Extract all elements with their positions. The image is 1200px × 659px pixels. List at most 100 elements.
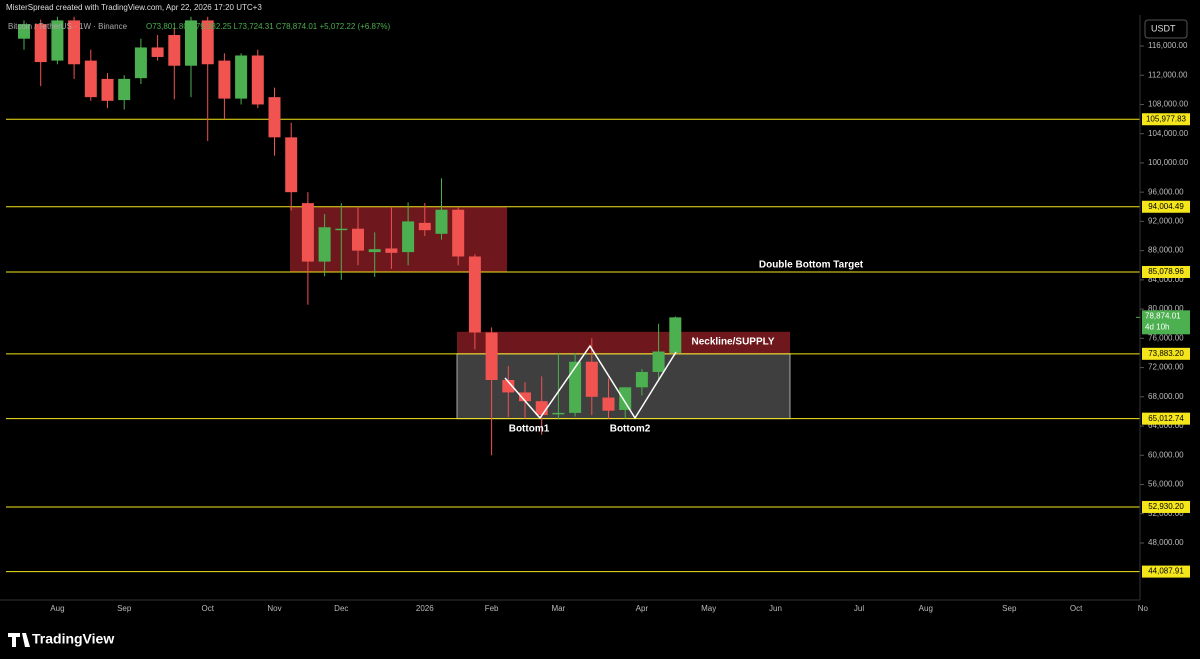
- y-tick-label: 48,000.00: [1148, 538, 1184, 547]
- y-tick-label: 112,000.00: [1148, 70, 1188, 79]
- y-tick-label: 108,000.00: [1148, 100, 1189, 109]
- footer: [0, 622, 1200, 659]
- candle-body: [201, 20, 214, 65]
- level-label: 94,004.49: [1148, 202, 1184, 211]
- y-tick-label: 100,000.00: [1148, 158, 1189, 167]
- y-tick-label: 96,000.00: [1148, 187, 1184, 196]
- x-tick-label: Mar: [552, 604, 566, 613]
- last-price-box: [1142, 310, 1190, 335]
- x-tick-label: Sep: [117, 604, 132, 613]
- candle-body: [368, 249, 381, 253]
- symbol: Bitcoin / TetherUS · 1W · Binance: [8, 22, 128, 31]
- x-tick-label: Oct: [1070, 604, 1083, 613]
- candle-body: [34, 24, 47, 63]
- level-label: 105,977.83: [1146, 114, 1187, 123]
- x-tick-label: No: [1138, 604, 1149, 613]
- candle-body: [352, 228, 364, 251]
- currency: USDT: [1151, 23, 1176, 33]
- logo-icon: [8, 633, 30, 647]
- level-label-box: [1142, 347, 1190, 360]
- header: MisterSpread created with TradingView.co…: [6, 3, 262, 12]
- y-tick-label: 116,000.00: [1148, 41, 1188, 50]
- x-tick-label: Apr: [636, 604, 649, 613]
- candle-body: [669, 317, 682, 353]
- candle-body: [84, 60, 97, 98]
- candle-body: [151, 47, 164, 57]
- x-tick-label: Sep: [1002, 604, 1017, 613]
- brand: TradingView: [32, 631, 114, 647]
- candle-body: [51, 20, 64, 61]
- y-tick-label: 72,000.00: [1148, 363, 1184, 372]
- y-tick-label: 64,000.00: [1148, 421, 1184, 430]
- x-tick-label: Nov: [267, 604, 281, 613]
- candle-body: [18, 24, 30, 39]
- candle-body: [385, 248, 398, 253]
- candle-body: [502, 380, 515, 393]
- x-tick-label: Dec: [334, 604, 348, 613]
- x-tick-label: May: [701, 604, 716, 613]
- y-tick-label: 104,000.00: [1148, 129, 1189, 138]
- annotation: Double Bottom Target: [759, 260, 864, 271]
- y-tick-label: 60,000.00: [1148, 450, 1184, 459]
- candle-body: [168, 35, 181, 66]
- candle-body: [519, 392, 531, 402]
- candle-body: [335, 228, 348, 231]
- annotation: Neckline/SUPPLY: [691, 337, 774, 348]
- x-tick-label: Feb: [485, 604, 499, 613]
- candles: [18, 16, 682, 456]
- x-tick-label: Jun: [769, 604, 782, 613]
- level-label: 52,930.20: [1148, 502, 1184, 511]
- candle-body: [101, 78, 114, 101]
- level-label: 85,078.96: [1148, 267, 1184, 276]
- candle-body: [185, 20, 197, 66]
- x-tick-label: 2026: [416, 604, 434, 613]
- y-tick-label: 68,000.00: [1148, 392, 1184, 401]
- currency-box: [1144, 19, 1188, 39]
- candle-body: [652, 351, 665, 372]
- y-tick-label: 88,000.00: [1148, 246, 1184, 255]
- candle-body: [552, 412, 565, 415]
- candle-body: [301, 203, 314, 262]
- candle-body: [569, 361, 582, 413]
- candle-body: [485, 332, 498, 381]
- candle-body: [452, 209, 465, 257]
- levels: [6, 118, 1140, 573]
- level-label-box: [1142, 265, 1190, 278]
- x-tick-label: Oct: [201, 604, 214, 613]
- level-label-box: [1142, 500, 1190, 513]
- level-label: 65,012.74: [1148, 414, 1184, 423]
- candle-body: [134, 47, 147, 79]
- candle-body: [118, 78, 131, 101]
- candle-body: [235, 55, 248, 99]
- countdown: 4d 10h: [1145, 322, 1169, 331]
- candle-body: [402, 221, 415, 253]
- level-label-box: [1142, 113, 1190, 126]
- candle-body: [585, 361, 598, 397]
- candle-body: [535, 401, 548, 416]
- pattern-line: [504, 344, 677, 420]
- zone: [457, 331, 790, 354]
- last-price-label: 78,874.01: [1145, 311, 1181, 320]
- candle-body: [468, 256, 481, 333]
- candle-body: [68, 20, 81, 65]
- x-tick-label: Aug: [50, 604, 64, 613]
- x-tick-label: Aug: [919, 604, 933, 613]
- y-tick-label: 92,000.00: [1148, 217, 1184, 226]
- candle-body: [435, 209, 448, 234]
- candle-body: [418, 222, 431, 231]
- candle-body: [602, 397, 615, 411]
- candle-body: [318, 227, 331, 262]
- candle-body: [285, 137, 298, 193]
- y-tick-label: 76,000.00: [1148, 333, 1184, 342]
- candle-body: [268, 97, 281, 138]
- annotation: Bottom1: [509, 424, 550, 435]
- y-tick-label: 84,000.00: [1148, 275, 1184, 284]
- level-label-box: [1142, 565, 1190, 578]
- y-tick-label: 52,000.00: [1148, 509, 1184, 518]
- candle-body: [218, 60, 231, 99]
- y-tick-label: 56,000.00: [1148, 480, 1184, 489]
- candle-body: [251, 55, 264, 105]
